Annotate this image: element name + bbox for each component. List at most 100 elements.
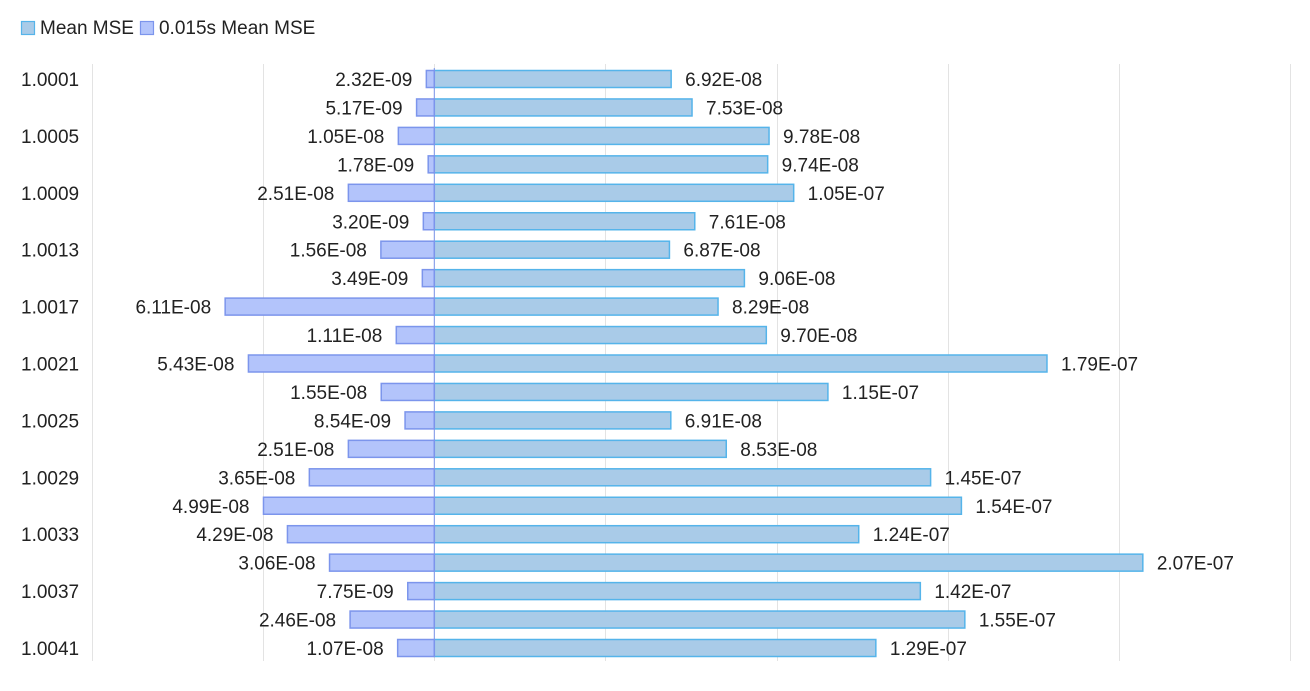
bar-0015s-mean-mse bbox=[395, 325, 436, 345]
bar-0015s-mean-mse bbox=[224, 297, 436, 316]
bar-0015s-mean-mse bbox=[380, 240, 436, 259]
bar-mean-mse bbox=[433, 553, 1144, 572]
bar-mean-mse bbox=[433, 183, 795, 203]
data-label-0015s-mean-mse: 3.20E-09 bbox=[332, 212, 409, 233]
bar-0015s-mean-mse bbox=[328, 553, 436, 572]
data-label-mean-mse: 6.92E-08 bbox=[685, 70, 762, 91]
data-label-0015s-mean-mse: 1.07E-08 bbox=[307, 639, 384, 660]
category-label: 1.0017 bbox=[21, 298, 79, 319]
data-label-mean-mse: 1.55E-07 bbox=[979, 611, 1056, 632]
data-label-0015s-mean-mse: 4.29E-08 bbox=[196, 525, 273, 546]
legend-swatch-1 bbox=[20, 20, 36, 36]
bar-0015s-mean-mse bbox=[421, 268, 436, 288]
data-label-0015s-mean-mse: 3.49E-09 bbox=[331, 269, 408, 290]
bar-mean-mse bbox=[433, 439, 728, 459]
bar-mean-mse bbox=[433, 496, 963, 515]
data-label-mean-mse: 6.87E-08 bbox=[683, 241, 760, 262]
bar-0015s-mean-mse bbox=[349, 610, 436, 629]
category-label: 1.0029 bbox=[21, 468, 79, 489]
data-label-0015s-mean-mse: 2.32E-09 bbox=[335, 70, 412, 91]
bar-mean-mse bbox=[433, 354, 1048, 373]
bar-mean-mse bbox=[433, 268, 746, 288]
legend: Mean MSE 0.015s Mean MSE bbox=[20, 18, 315, 39]
legend-swatch-2 bbox=[139, 20, 155, 36]
data-label-0015s-mean-mse: 4.99E-08 bbox=[172, 497, 249, 518]
bar-mean-mse bbox=[433, 610, 966, 629]
bar-0015s-mean-mse bbox=[397, 126, 436, 146]
data-label-0015s-mean-mse: 6.11E-08 bbox=[135, 298, 211, 319]
data-label-mean-mse: 6.91E-08 bbox=[685, 411, 762, 432]
data-label-0015s-mean-mse: 3.06E-08 bbox=[238, 554, 315, 575]
data-label-0015s-mean-mse: 8.54E-09 bbox=[314, 411, 391, 432]
bar-mean-mse bbox=[433, 69, 672, 89]
bar-mean-mse bbox=[433, 155, 769, 174]
bar-mean-mse bbox=[433, 524, 860, 544]
data-label-mean-mse: 9.70E-08 bbox=[780, 326, 857, 347]
legend-label-1: Mean MSE bbox=[40, 18, 134, 39]
bar-0015s-mean-mse bbox=[347, 439, 436, 459]
bar-mean-mse bbox=[433, 581, 922, 601]
data-label-mean-mse: 1.42E-07 bbox=[934, 582, 1011, 603]
data-label-mean-mse: 1.54E-07 bbox=[975, 497, 1052, 518]
category-label: 1.0009 bbox=[21, 184, 79, 205]
data-label-mean-mse: 9.78E-08 bbox=[783, 127, 860, 148]
data-label-0015s-mean-mse: 2.51E-08 bbox=[257, 440, 334, 461]
data-label-mean-mse: 1.45E-07 bbox=[945, 468, 1022, 489]
data-label-0015s-mean-mse: 2.51E-08 bbox=[257, 184, 334, 205]
data-label-mean-mse: 1.24E-07 bbox=[873, 525, 950, 546]
data-label-0015s-mean-mse: 1.78E-09 bbox=[337, 155, 414, 176]
data-label-0015s-mean-mse: 1.11E-08 bbox=[307, 326, 383, 347]
bar-mean-mse bbox=[433, 411, 672, 430]
data-label-0015s-mean-mse: 1.05E-08 bbox=[307, 127, 384, 148]
bar-0015s-mean-mse bbox=[407, 581, 436, 601]
data-label-mean-mse: 1.05E-07 bbox=[808, 184, 885, 205]
bar-mean-mse bbox=[433, 126, 770, 146]
bar-0015s-mean-mse bbox=[347, 183, 436, 203]
data-label-mean-mse: 7.61E-08 bbox=[709, 212, 786, 233]
category-label: 1.0041 bbox=[21, 639, 79, 660]
category-label: 1.0013 bbox=[21, 241, 79, 262]
bar-mean-mse bbox=[433, 212, 696, 231]
bar-0015s-mean-mse bbox=[425, 69, 436, 89]
bar-mean-mse bbox=[433, 325, 768, 345]
data-label-mean-mse: 8.53E-08 bbox=[740, 440, 817, 461]
category-label: 1.0005 bbox=[21, 127, 79, 148]
bar-0015s-mean-mse bbox=[427, 155, 436, 174]
bar-0015s-mean-mse bbox=[262, 496, 436, 515]
category-labels: 1.0001 1.0005 1.0009 1.0013 1.0017 1.0021 1.00… bbox=[21, 70, 79, 660]
bar-mean-mse bbox=[433, 98, 693, 117]
bars bbox=[224, 68, 1144, 658]
bar-mean-mse bbox=[433, 382, 829, 402]
bar-0015s-mean-mse bbox=[415, 98, 436, 117]
data-label-0015s-mean-mse: 1.55E-08 bbox=[290, 383, 367, 404]
data-label-mean-mse: 2.07E-07 bbox=[1157, 554, 1234, 575]
legend-label-2: 0.015s Mean MSE bbox=[159, 18, 315, 39]
bar-mean-mse bbox=[433, 297, 719, 316]
data-label-0015s-mean-mse: 5.43E-08 bbox=[157, 355, 234, 376]
bar-0015s-mean-mse bbox=[380, 382, 436, 402]
data-label-mean-mse: 1.79E-07 bbox=[1061, 355, 1138, 376]
bar-mean-mse bbox=[433, 240, 671, 259]
category-label: 1.0021 bbox=[21, 355, 79, 376]
category-label: 1.0033 bbox=[21, 525, 79, 546]
data-labels: 6.92E-08 2.32E-09 7.53E-08 5.17E-09 9.78E-08… bbox=[135, 70, 1233, 660]
bar-0015s-mean-mse bbox=[247, 354, 436, 373]
data-label-0015s-mean-mse: 7.75E-09 bbox=[317, 582, 394, 603]
data-label-0015s-mean-mse: 3.65E-08 bbox=[218, 468, 295, 489]
bar-mean-mse bbox=[433, 638, 877, 658]
data-label-mean-mse: 1.29E-07 bbox=[890, 639, 967, 660]
data-label-0015s-mean-mse: 2.46E-08 bbox=[259, 611, 336, 632]
bar-0015s-mean-mse bbox=[308, 468, 436, 487]
data-label-mean-mse: 9.06E-08 bbox=[758, 269, 835, 290]
bar-mean-mse bbox=[433, 468, 932, 487]
data-label-mean-mse: 9.74E-08 bbox=[782, 155, 859, 176]
bar-0015s-mean-mse bbox=[396, 638, 436, 658]
data-label-mean-mse: 8.29E-08 bbox=[732, 298, 809, 319]
bar-0015s-mean-mse bbox=[422, 212, 436, 231]
category-label: 1.0037 bbox=[21, 582, 79, 603]
bar-0015s-mean-mse bbox=[404, 411, 436, 430]
data-label-0015s-mean-mse: 5.17E-09 bbox=[325, 98, 402, 119]
data-label-mean-mse: 7.53E-08 bbox=[706, 98, 783, 119]
data-label-mean-mse: 1.15E-07 bbox=[842, 383, 919, 404]
